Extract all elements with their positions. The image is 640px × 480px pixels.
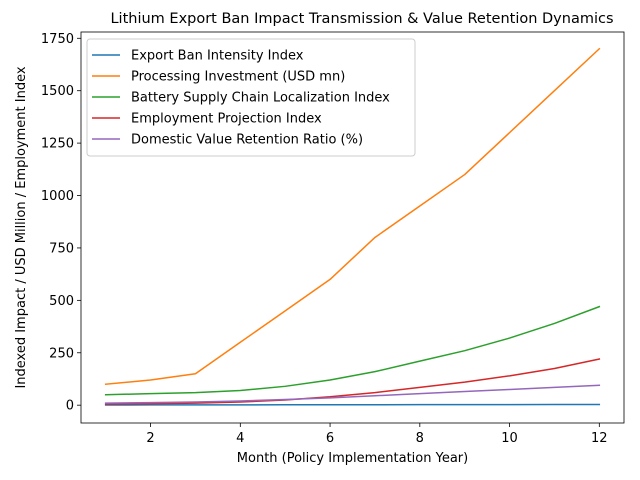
x-axis: 2 4 6 8 10 12 (146, 423, 608, 446)
legend-label: Employment Projection Index (131, 112, 322, 127)
legend-label: Battery Supply Chain Localization Index (131, 91, 390, 106)
y-tick-label: 500 (49, 294, 74, 309)
x-tick-label: 2 (146, 431, 154, 446)
y-tick-label: 1000 (41, 189, 74, 204)
y-axis: 0 250 500 750 1000 1250 1500 1750 (41, 32, 81, 414)
legend-label: Export Ban Intensity Index (131, 49, 304, 64)
x-tick-label: 6 (326, 431, 334, 446)
series-line-3 (104, 305, 601, 396)
x-tick-label: 8 (416, 431, 424, 446)
x-tick-label: 12 (591, 431, 608, 446)
series-line-4 (104, 358, 601, 405)
y-tick-label: 0 (66, 399, 74, 414)
series-layer (104, 47, 601, 406)
legend: Export Ban Intensity Index Processing Inv… (86, 38, 416, 157)
legend-label: Domestic Value Retention Ratio (%) (131, 133, 363, 148)
y-tick-label: 1750 (41, 32, 74, 47)
x-tick-label: 10 (501, 431, 518, 446)
x-axis-label: Month (Policy Implementation Year) (237, 451, 468, 466)
legend-frame (86, 38, 416, 157)
y-axis-label: Indexed Impact / USD Million / Employmen… (14, 66, 29, 388)
y-tick-label: 750 (49, 241, 74, 256)
chart-title: Lithium Export Ban Impact Transmission &… (110, 11, 613, 27)
x-tick-label: 4 (236, 431, 244, 446)
series-line-2 (104, 47, 601, 386)
series-line-5 (104, 384, 601, 404)
y-tick-label: 1500 (41, 84, 74, 99)
plot-frame (80, 31, 625, 424)
y-tick-label: 1250 (41, 137, 74, 152)
legend-label: Processing Investment (USD mn) (131, 70, 345, 85)
y-tick-label: 250 (49, 346, 74, 361)
